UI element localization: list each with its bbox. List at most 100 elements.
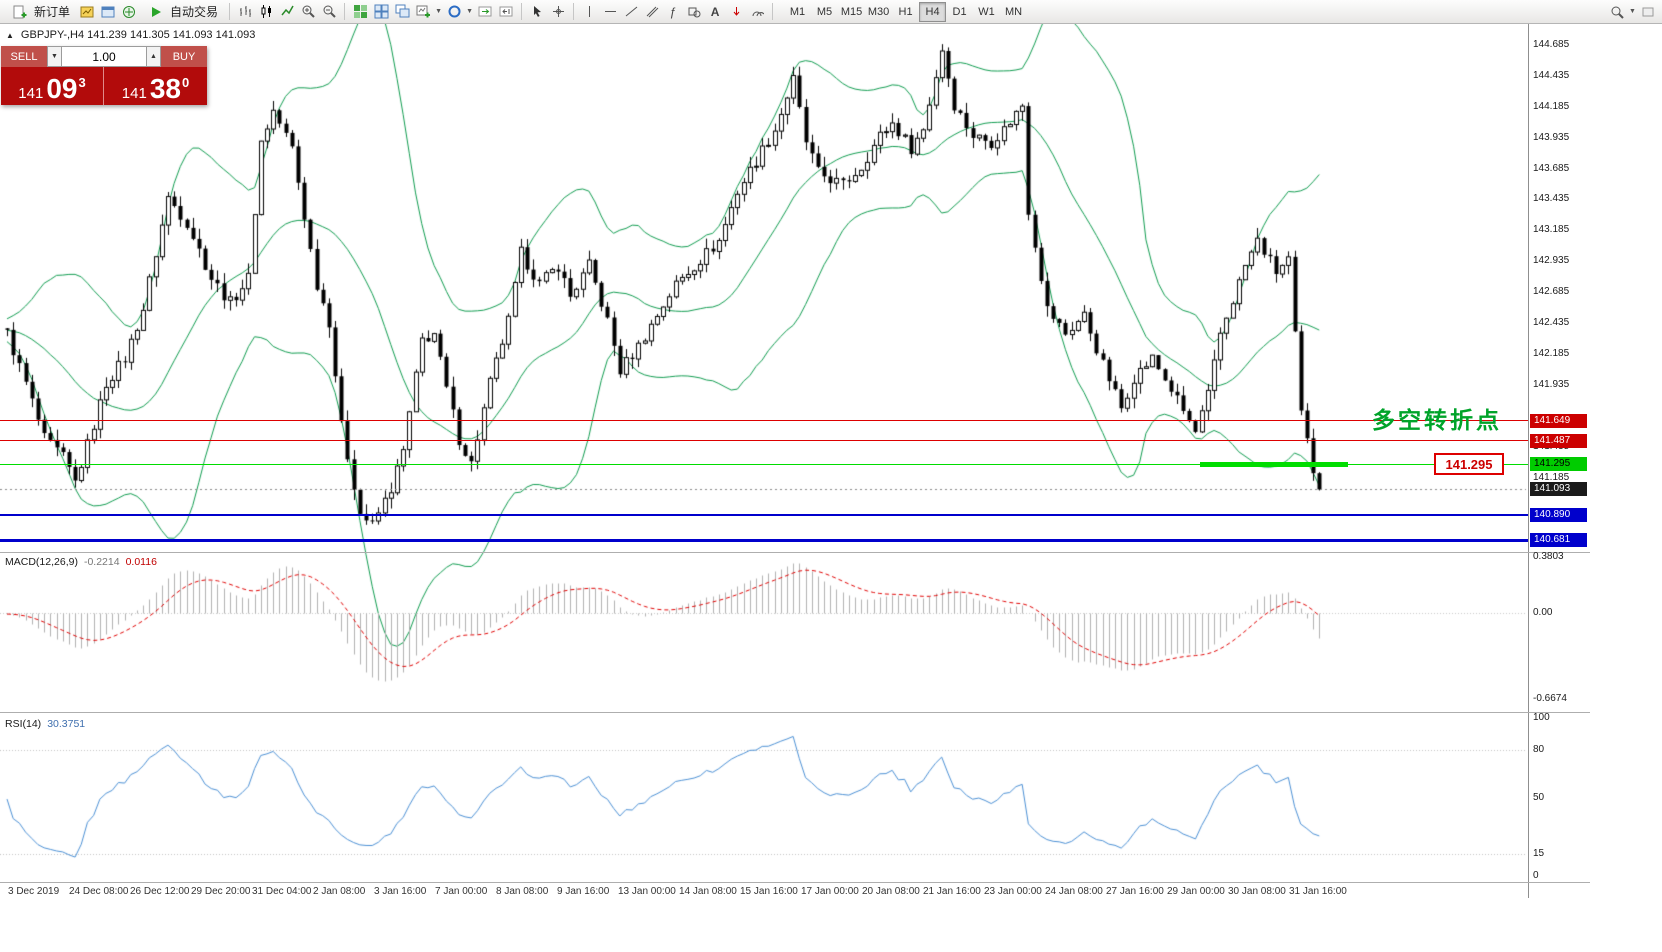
cascade-windows-icon[interactable] (392, 2, 412, 22)
price-axis-label: 141.935 (1533, 379, 1570, 391)
auto-trading-play-icon (146, 2, 166, 22)
new-chart-icon[interactable] (413, 2, 433, 22)
channel-icon[interactable] (642, 2, 662, 22)
indicators-icon[interactable] (350, 2, 370, 22)
chart-shift-icon[interactable] (496, 2, 516, 22)
auto-trading-label: 自动交易 (170, 5, 219, 19)
macd-axis-label: 0.00 (1533, 607, 1553, 618)
zoom-out-icon[interactable] (319, 2, 339, 22)
sell-price-point: 3 (78, 75, 86, 90)
price-callout-box[interactable]: 141.295 (1434, 453, 1504, 475)
toolbar-separator (521, 3, 523, 20)
arrow-tools-icon[interactable] (726, 2, 746, 22)
auto-trading-button[interactable]: 自动交易 (140, 2, 224, 22)
timeframe-m30[interactable]: M30 (867, 5, 890, 18)
search-icon[interactable] (1607, 2, 1627, 22)
rsi-panel-separator[interactable] (0, 712, 1590, 713)
chart-header: ▲ GBPJPY-,H4 141.239 141.305 141.093 141… (6, 29, 255, 41)
chart-text-annotation[interactable]: 多空转折点 (1372, 407, 1502, 433)
horizontal-line-140.89[interactable] (0, 513, 1528, 516)
time-axis-label: 24 Jan 08:00 (1045, 886, 1103, 897)
cycle-lines-icon[interactable] (747, 2, 767, 22)
price-axis-label: 142.685 (1533, 286, 1570, 298)
vertical-line-icon[interactable] (579, 2, 599, 22)
new-order-button[interactable]: 新订单 (4, 2, 76, 22)
bar-chart-icon[interactable] (235, 2, 255, 22)
new-chart-caret-icon[interactable]: ▼ (435, 8, 442, 15)
time-axis-label: 30 Jan 08:00 (1228, 886, 1286, 897)
text-icon[interactable]: A (710, 4, 720, 19)
profiles-icon[interactable] (444, 2, 464, 22)
rsi-axis-label: 80 (1533, 744, 1545, 755)
data-window-icon[interactable] (98, 2, 118, 22)
sell-price-big: 141 (18, 85, 44, 102)
price-tag-140.890: 140.890 (1530, 507, 1587, 522)
search-caret-icon[interactable]: ▼ (1629, 8, 1636, 15)
horizontal-line-141.295[interactable] (0, 463, 1528, 465)
volume-decrease-button[interactable]: ▼ (47, 46, 62, 67)
buy-button[interactable]: BUY (161, 46, 207, 67)
crosshair-icon[interactable] (548, 2, 568, 22)
timeframe-m1[interactable]: M1 (789, 5, 806, 18)
timeframe-m5[interactable]: M5 (816, 5, 833, 18)
horizontal-line-icon[interactable] (600, 2, 620, 22)
chart-window: ▲ GBPJPY-,H4 141.239 141.305 141.093 141… (0, 24, 1662, 952)
rsi-axis-label: 0 (1533, 870, 1539, 881)
price-axis-label: 143.935 (1533, 131, 1570, 143)
buy-price-button[interactable]: 141 38 0 (104, 67, 207, 105)
trendline-icon[interactable] (621, 2, 641, 22)
horizontal-line-140.681[interactable] (0, 538, 1528, 542)
price-axis-label: 143.685 (1533, 162, 1570, 174)
timeframe-group: M1 M5 M15 M30 H1 H4 D1 W1 MN (784, 1, 1027, 22)
sell-button[interactable]: SELL (1, 46, 47, 67)
price-axis-label: 144.185 (1533, 100, 1570, 112)
time-axis-label: 31 Jan 16:00 (1289, 886, 1347, 897)
auto-scroll-icon[interactable] (475, 2, 495, 22)
time-axis-label: 14 Jan 08:00 (679, 886, 737, 897)
toolbar-overflow-icon[interactable] (1638, 2, 1658, 22)
volume-increase-button[interactable]: ▲ (146, 46, 161, 67)
market-watch-icon[interactable] (77, 2, 97, 22)
time-axis-label: 24 Dec 08:00 (69, 886, 129, 897)
horizontal-line-141.487[interactable] (0, 440, 1528, 442)
line-chart-icon[interactable] (277, 2, 297, 22)
timeframe-h4[interactable]: H4 (919, 1, 947, 22)
time-axis-label: 7 Jan 00:00 (435, 886, 488, 897)
symbol-ohlc-text: GBPJPY-,H4 141.239 141.305 141.093 141.0… (20, 29, 256, 41)
macd-panel-separator[interactable] (0, 552, 1590, 553)
one-click-toggle-icon[interactable]: ▲ (6, 30, 14, 40)
sell-price-button[interactable]: 141 09 3 (1, 67, 104, 105)
rsi-label: RSI(14) (5, 718, 42, 730)
shapes-icon[interactable] (684, 2, 704, 22)
candlestick-chart-icon[interactable] (256, 2, 276, 22)
profiles-caret-icon[interactable]: ▼ (466, 8, 473, 15)
volume-input[interactable]: 1.00 (62, 46, 146, 67)
timeframe-mn[interactable]: MN (1004, 5, 1023, 18)
tile-windows-icon[interactable] (371, 2, 391, 22)
main-toolbar: 新订单 自动交易 ▼ ▼ (0, 0, 1662, 24)
timeframe-h1[interactable]: H1 (898, 5, 913, 18)
one-click-trade-panel: SELL ▼ 1.00 ▲ BUY 141 09 3 141 38 0 (1, 46, 207, 105)
toolbar-separator (229, 3, 231, 20)
time-axis-label: 2 Jan 08:00 (313, 886, 366, 897)
time-axis-label: 26 Dec 12:00 (130, 886, 190, 897)
time-axis-label: 29 Dec 20:00 (191, 886, 251, 897)
main-chart-canvas[interactable] (0, 24, 1528, 882)
time-axis-label: 27 Jan 16:00 (1106, 886, 1164, 897)
zoom-in-icon[interactable] (298, 2, 318, 22)
support-highlight-segment[interactable] (1200, 461, 1348, 467)
rsi-axis-label: 15 (1533, 848, 1545, 859)
price-axis-label: 144.685 (1533, 38, 1570, 50)
cursor-icon[interactable] (527, 2, 547, 22)
macd-label: MACD(12,26,9) (5, 556, 78, 568)
rsi-indicator-header: RSI(14) 30.3751 (5, 718, 85, 730)
fibonacci-icon[interactable]: ƒ (669, 4, 677, 19)
horizontal-line-141.649[interactable] (0, 420, 1528, 422)
price-tag-141.649: 141.649 (1530, 413, 1587, 428)
navigator-icon[interactable] (119, 2, 139, 22)
price-axis-label: 143.435 (1533, 193, 1570, 205)
timeframe-d1[interactable]: D1 (952, 5, 967, 18)
timeframe-w1[interactable]: W1 (978, 5, 995, 18)
timeframe-m15[interactable]: M15 (840, 5, 863, 18)
